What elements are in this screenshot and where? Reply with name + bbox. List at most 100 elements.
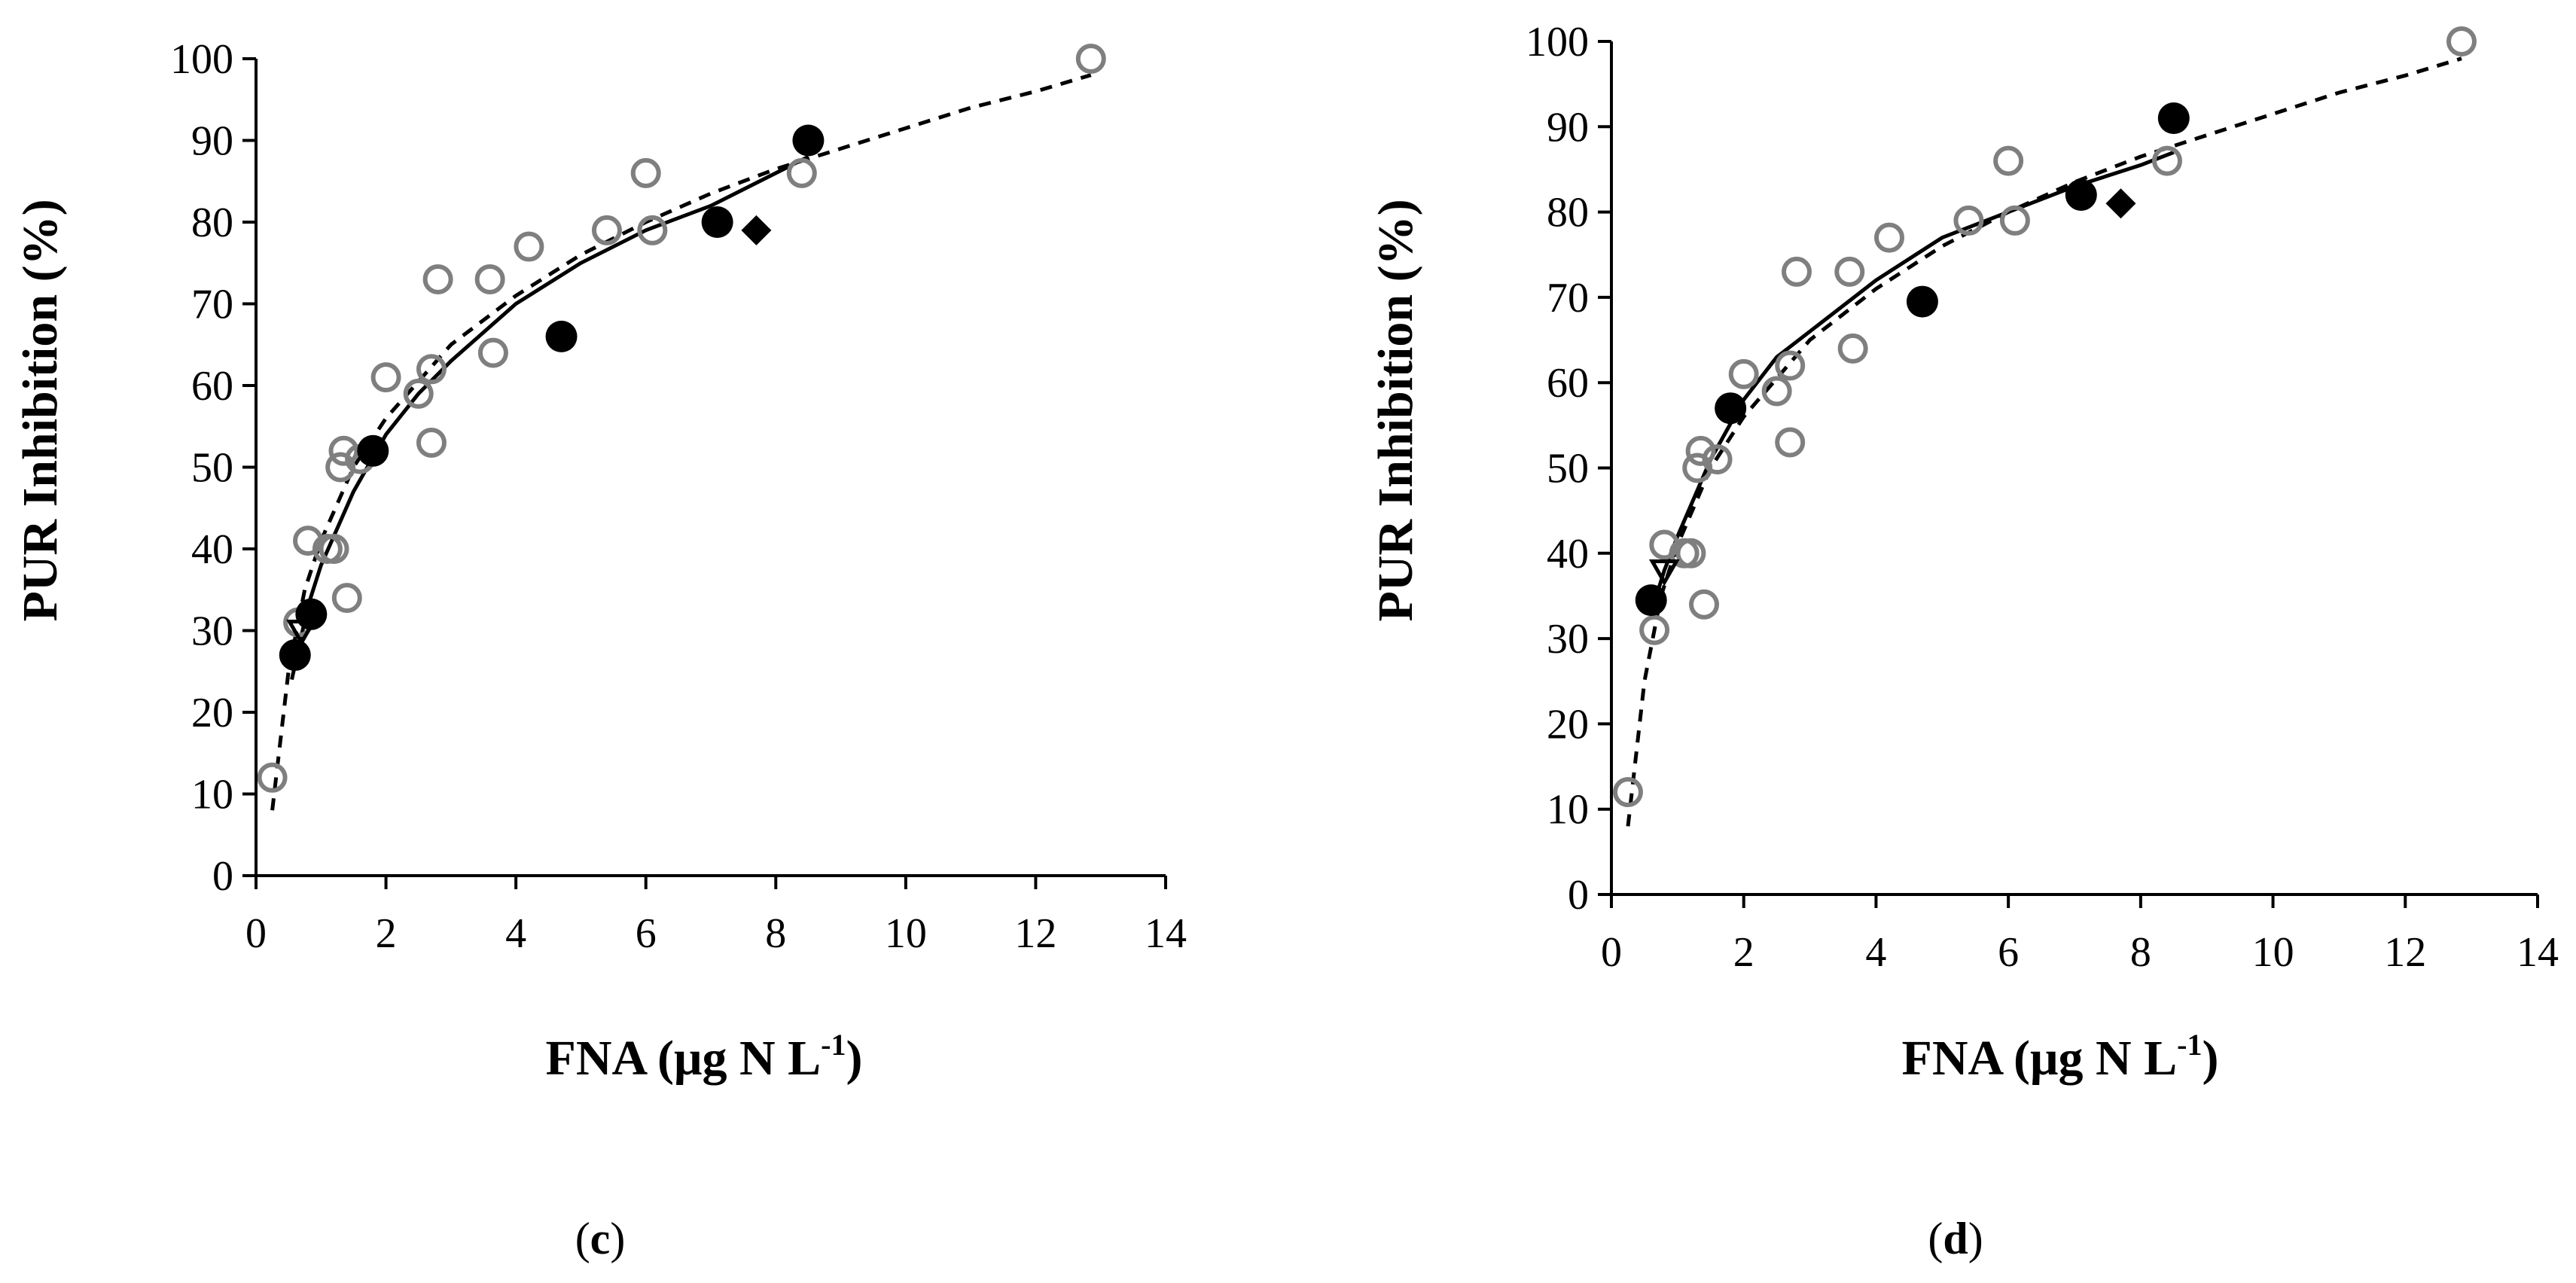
fit-curves — [1626, 56, 2462, 827]
x-tick-label: 6 — [636, 910, 657, 957]
data-point-filled-circle — [1635, 584, 1667, 617]
fit-curves — [270, 73, 1092, 811]
panel-label-c-letter: c — [590, 1214, 611, 1263]
x-tick-label: 2 — [376, 910, 397, 957]
data-point-filled-circle — [1906, 285, 1938, 318]
x-tick-label: 14 — [1145, 910, 1187, 957]
y-tick-label: 90 — [191, 118, 233, 165]
y-tick-label: 70 — [1547, 275, 1589, 322]
chart-panel-c: 0 2 4 6 8 10 12 14 0 10 20 30 40 50 60 70 80 90 100 FNA (… — [13, 36, 1187, 1263]
y-tick-label: 50 — [1547, 446, 1589, 492]
data-point-open-circle — [422, 264, 453, 294]
y-tick-label: 20 — [1547, 701, 1589, 748]
x-tick-label: 8 — [2130, 929, 2151, 976]
x-tick-label: 14 — [2517, 929, 2559, 976]
data-point-triangle — [286, 620, 317, 647]
y-tick-label: 40 — [1547, 531, 1589, 578]
x-axis-title-text: FNA (μg N L — [1902, 1031, 2178, 1086]
data-point-open-circle — [514, 231, 544, 262]
y-tick-label: 70 — [191, 282, 233, 328]
y-ticks: 0 10 20 30 40 50 60 70 80 90 100 — [170, 36, 256, 900]
y-tick-label: 40 — [191, 526, 233, 573]
data-point-filled-circle — [545, 320, 578, 352]
x-ticks: 0 2 4 6 8 10 12 14 — [1601, 894, 2559, 976]
data-point-filled-circle — [1715, 392, 1747, 425]
data-point-open-circle — [1775, 427, 1806, 458]
data-point-open-circle — [1685, 435, 1716, 466]
x-tick-label: 0 — [245, 910, 267, 957]
x-ticks: 0 2 4 6 8 10 12 14 — [245, 876, 1187, 957]
data-point-open-circle — [1728, 358, 1759, 389]
y-tick-label: 50 — [191, 445, 233, 492]
x-tick-label: 4 — [505, 910, 526, 957]
x-axis-title: FNA (μg N L-1) — [1902, 1028, 2219, 1086]
data-point-open-circle — [416, 427, 447, 458]
x-tick-label: 10 — [2252, 929, 2294, 976]
data-point-open-circle — [1675, 538, 1706, 568]
y-tick-label: 100 — [1526, 19, 1589, 66]
x-tick-label: 0 — [1601, 929, 1622, 976]
x-tick-label: 6 — [1998, 929, 2019, 976]
chart-panel-d: 0 2 4 6 8 10 12 14 0 10 20 30 40 50 60 70 80 90 100 FNA (… — [1368, 19, 2559, 1263]
data-point-open-circle — [630, 157, 661, 188]
data-point-open-circle — [1837, 333, 1868, 364]
data-point-open-circle — [637, 215, 668, 245]
data-point-open-circle — [474, 264, 505, 294]
data-point-filled-circle — [2065, 178, 2097, 211]
data-point-open-circle — [370, 362, 401, 393]
x-tick-label: 12 — [2384, 929, 2426, 976]
y-tick-label: 10 — [1547, 787, 1589, 833]
data-point-open-circle — [1075, 44, 1106, 74]
y-tick-label: 80 — [1547, 190, 1589, 236]
data-point-open-circle — [319, 534, 349, 564]
data-point-open-circle — [1874, 222, 1904, 253]
y-tick-label: 30 — [191, 608, 233, 655]
data-markers — [1612, 26, 2477, 808]
y-tick-label: 20 — [191, 690, 233, 736]
data-markers — [257, 44, 1106, 793]
y-tick-label: 10 — [191, 772, 233, 818]
x-axis-title: FNA (μg N L-1) — [546, 1028, 863, 1086]
data-point-open-circle — [1993, 145, 2024, 176]
y-tick-label: 80 — [191, 200, 233, 246]
y-tick-label: 0 — [1568, 872, 1589, 919]
x-tick-label: 8 — [765, 910, 786, 957]
y-tick-label: 100 — [170, 36, 233, 83]
y-tick-label: 60 — [1547, 360, 1589, 407]
panel-label-d: (d) — [1928, 1214, 1983, 1263]
data-point-diamond — [741, 215, 772, 245]
data-point-open-circle — [1612, 777, 1643, 808]
y-tick-label: 0 — [212, 853, 233, 900]
x-axis-title-superscript: -1 — [2177, 1028, 2202, 1062]
data-point-open-circle — [1761, 376, 1792, 407]
data-point-open-circle — [1689, 589, 1719, 620]
y-tick-label: 90 — [1547, 104, 1589, 151]
data-point-open-circle — [1834, 256, 1865, 287]
data-point-open-circle — [786, 157, 817, 188]
data-point-open-circle — [2446, 26, 2477, 56]
data-point-filled-circle — [357, 434, 389, 467]
x-axis-title-close: ) — [846, 1031, 862, 1086]
data-point-diamond — [2105, 188, 2136, 219]
data-point-open-circle — [477, 337, 508, 368]
y-axis-title: PUR Inhibition (%) — [13, 199, 68, 621]
data-point-filled-circle — [279, 639, 311, 672]
panel-label-d-letter: d — [1943, 1214, 1968, 1263]
data-point-open-circle — [1999, 205, 2030, 236]
x-axis-title-close: ) — [2202, 1031, 2218, 1086]
y-tick-label: 30 — [1547, 616, 1589, 663]
data-point-triangle — [1648, 559, 1680, 587]
x-tick-label: 12 — [1014, 910, 1056, 957]
x-tick-label: 10 — [885, 910, 927, 957]
data-point-filled-circle — [2157, 102, 2190, 134]
dashed-fit-line — [1626, 56, 2462, 827]
data-point-open-circle — [257, 762, 288, 793]
panel-label-c: (c) — [575, 1214, 626, 1263]
x-tick-label: 2 — [1733, 929, 1754, 976]
x-tick-label: 4 — [1865, 929, 1886, 976]
data-point-filled-circle — [792, 124, 825, 157]
data-point-open-circle — [328, 435, 359, 466]
data-point-open-circle — [331, 583, 362, 614]
data-point-open-circle — [403, 378, 434, 409]
